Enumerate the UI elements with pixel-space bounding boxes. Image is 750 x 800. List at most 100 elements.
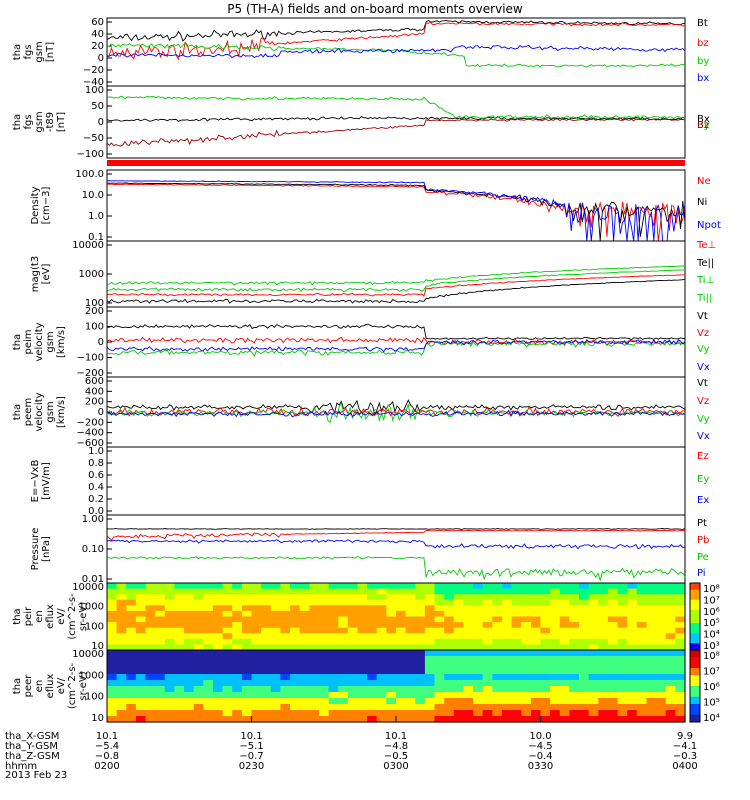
heatmap-cell xyxy=(107,698,118,705)
heatmap-cell xyxy=(675,710,686,717)
heatmap-cell xyxy=(309,656,320,663)
series-line-Vx xyxy=(106,409,686,418)
heatmap-cell xyxy=(347,583,358,590)
heatmap-cell xyxy=(607,627,619,634)
heatmap-cell xyxy=(270,650,281,657)
heatmap-cell xyxy=(280,583,291,590)
heatmap-cell xyxy=(328,588,339,595)
heatmap-cell xyxy=(636,698,647,705)
heatmap-cell xyxy=(261,605,272,612)
heatmap-cell xyxy=(155,622,166,629)
y-axis-label: en xyxy=(34,610,45,623)
heatmap-cell xyxy=(116,668,127,675)
heatmap-cell xyxy=(511,680,522,687)
heatmap-cell xyxy=(251,627,262,634)
heatmap-cell xyxy=(444,588,455,595)
heatmap-cell xyxy=(617,704,628,711)
heatmap-cell xyxy=(213,616,224,623)
heatmap-cell xyxy=(511,616,522,623)
heatmap-cell xyxy=(656,605,667,612)
heatmap-cell xyxy=(347,588,358,595)
heatmap-cell xyxy=(482,583,493,590)
heatmap-cell xyxy=(444,633,455,640)
y-tick-label: 10000 xyxy=(72,582,104,593)
y-tick-label: 100 xyxy=(85,621,104,632)
heatmap-cell xyxy=(424,686,436,693)
heatmap-cell xyxy=(367,674,378,681)
heatmap-cell xyxy=(193,633,204,640)
heatmap-cell xyxy=(290,583,301,590)
heatmap-cell xyxy=(318,686,330,693)
y-tick-label: 0 xyxy=(98,117,104,128)
legend-entry: Ex xyxy=(697,495,709,506)
heatmap-cell xyxy=(540,594,551,601)
heatmap-cell xyxy=(588,599,599,606)
heatmap-cell xyxy=(396,610,407,618)
heatmap-cell xyxy=(607,680,619,687)
heatmap-cell xyxy=(396,716,407,723)
heatmap-cell xyxy=(405,616,416,623)
heatmap-cell xyxy=(116,680,127,687)
heatmap-cell xyxy=(579,616,590,623)
heatmap-cell xyxy=(174,616,185,623)
heatmap-cell xyxy=(405,650,416,657)
heatmap-cell xyxy=(135,594,147,601)
heatmap-cell xyxy=(203,616,214,623)
heatmap-cell xyxy=(482,686,493,693)
heatmap-cell xyxy=(357,616,368,623)
series-line-Pt xyxy=(106,528,686,530)
heatmap-cell xyxy=(405,610,416,618)
heatmap-cell xyxy=(502,644,513,651)
colorbar-cell xyxy=(690,689,700,694)
heatmap-cell xyxy=(164,588,175,595)
heatmap-cell xyxy=(656,668,667,675)
heatmap-cell xyxy=(261,710,272,717)
heatmap-cell xyxy=(646,698,657,705)
heatmap-cell xyxy=(299,650,310,657)
heatmap-cell xyxy=(126,622,137,629)
colorbar-cell xyxy=(690,623,700,628)
heatmap-cell xyxy=(232,716,243,723)
heatmap-cell xyxy=(116,583,127,590)
colorbar-cell xyxy=(690,586,700,591)
heatmap-cell xyxy=(453,627,464,634)
heatmap-cell xyxy=(222,627,233,634)
heatmap-cell xyxy=(318,656,330,663)
heatmap-cell xyxy=(569,627,580,634)
heatmap-cell xyxy=(241,616,253,623)
heatmap-cell xyxy=(588,692,599,699)
heatmap-cell xyxy=(299,638,310,645)
y-tick-label: −50 xyxy=(83,133,104,144)
heatmap-cell xyxy=(521,650,532,657)
y-axis-label: tha xyxy=(12,404,23,420)
heatmap-cell xyxy=(617,710,628,717)
heatmap-cell xyxy=(569,710,580,717)
heatmap-cell xyxy=(290,662,301,669)
colorbar-cell xyxy=(690,671,700,676)
heatmap-cell xyxy=(318,710,330,717)
heatmap-cell xyxy=(636,605,647,612)
heatmap-cell xyxy=(328,583,339,590)
heatmap-cell xyxy=(184,704,195,711)
y-axis-label: fgs xyxy=(23,44,34,59)
heatmap-cell xyxy=(607,605,619,612)
colorbar-cell xyxy=(690,603,700,607)
heatmap-cell xyxy=(424,668,436,675)
heatmap-cell xyxy=(656,692,667,699)
heatmap-cell xyxy=(473,680,484,687)
heatmap-cell xyxy=(318,622,330,629)
heatmap-cell xyxy=(251,599,262,606)
heatmap-cell xyxy=(290,616,301,623)
y-tick-label: 0.10 xyxy=(82,544,104,555)
heatmap-cell xyxy=(155,627,166,634)
heatmap-cell xyxy=(135,656,147,663)
heatmap-cell xyxy=(261,704,272,711)
heatmap-cell xyxy=(540,633,551,640)
heatmap-cell xyxy=(424,644,436,651)
heatmap-cell xyxy=(492,633,503,640)
heatmap-cell xyxy=(338,698,349,705)
heatmap-cell xyxy=(338,588,349,595)
heatmap-cell xyxy=(270,616,281,623)
